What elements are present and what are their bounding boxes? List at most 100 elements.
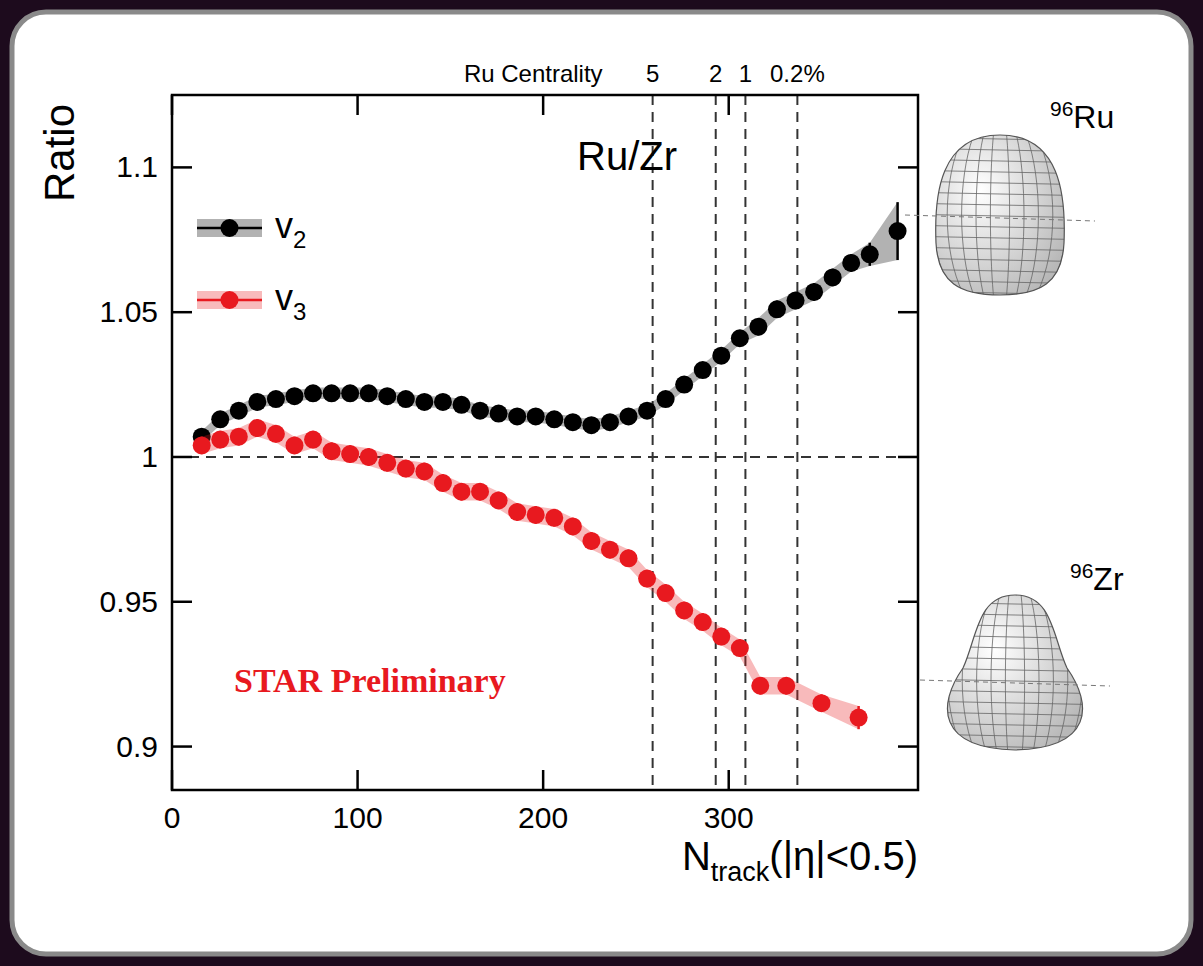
plot-frame	[172, 95, 918, 790]
nucleus-outline	[936, 135, 1065, 295]
data-point	[285, 387, 303, 405]
y-tick-right	[898, 311, 918, 314]
nucleus-label: 96Zr	[1070, 559, 1124, 597]
y-tick-right	[898, 601, 918, 604]
data-point	[267, 425, 285, 443]
x-tick	[356, 770, 359, 790]
annotation: STAR Preliminary	[234, 662, 506, 699]
data-point	[638, 402, 656, 420]
text-sup: 96	[1070, 559, 1093, 582]
data-point	[471, 483, 489, 501]
grid-parallel	[900, 247, 1100, 251]
grid-parallel	[915, 767, 1115, 771]
data-point	[694, 361, 712, 379]
data-point	[675, 601, 693, 619]
nucleus-shape	[915, 570, 1115, 790]
data-point	[675, 376, 693, 394]
legend-label: v2	[275, 205, 306, 253]
text-sub: 2	[293, 226, 306, 253]
data-point	[638, 570, 656, 588]
annotation: Ru/Zr	[577, 134, 677, 178]
y-tick	[172, 311, 192, 314]
data-group	[193, 202, 907, 729]
data-point	[267, 390, 285, 408]
text-sub: 3	[293, 298, 306, 325]
grid-meridian	[933, 105, 1067, 325]
nucleus-axis	[905, 215, 1095, 221]
data-point	[620, 407, 638, 425]
data-point	[434, 393, 452, 411]
grid-parallel	[915, 668, 1115, 672]
chart-root: 5210.2%Ru Centrality01002003000.90.9511.…	[0, 0, 1203, 966]
centrality-line	[715, 95, 717, 790]
grid-parallel	[915, 602, 1115, 606]
grid-parallel	[900, 126, 1100, 130]
data-point	[768, 300, 786, 318]
reference-lines	[172, 95, 918, 790]
data-point	[813, 694, 831, 712]
grid-parallel	[915, 745, 1115, 749]
grid-parallel	[915, 635, 1115, 639]
grid-meridian	[962, 570, 1068, 790]
data-point	[415, 393, 433, 411]
y-tick-label: 1	[141, 440, 158, 473]
x-tick-label: 100	[333, 801, 383, 834]
data-point	[397, 390, 415, 408]
data-point	[193, 436, 211, 454]
data-point	[341, 384, 359, 402]
data-point	[490, 491, 508, 509]
x-tick	[727, 770, 730, 790]
y-tick-right	[898, 166, 918, 169]
grid-parallel	[900, 269, 1100, 273]
data-point	[230, 428, 248, 446]
nucleus-shape	[900, 105, 1100, 325]
y-tick	[172, 601, 192, 604]
data-point	[712, 628, 730, 646]
data-point	[285, 436, 303, 454]
x-tick-label: 300	[704, 801, 754, 834]
grid-parallel	[915, 613, 1115, 617]
x-tick-label: 0	[164, 801, 181, 834]
data-point	[787, 292, 805, 310]
data-point	[751, 677, 769, 695]
data-point	[777, 677, 795, 695]
centrality-label: 1	[739, 60, 752, 87]
grid-meridian	[977, 570, 1054, 790]
error-band	[202, 419, 859, 729]
data-point	[304, 431, 322, 449]
grid-meridian	[918, 105, 1081, 325]
grid-parallel	[900, 170, 1100, 174]
grid-meridian	[991, 570, 1039, 790]
data-point	[712, 347, 730, 365]
x-tick-top	[727, 95, 730, 115]
grid-parallel	[915, 701, 1115, 705]
data-point	[508, 407, 526, 425]
grid-parallel	[900, 214, 1100, 218]
nucleus-grid	[900, 105, 1100, 325]
y-tick-right	[898, 745, 918, 748]
data-point	[415, 462, 433, 480]
data-point	[889, 222, 907, 240]
centrality-label: 0.2%	[770, 60, 825, 87]
grid-parallel	[900, 313, 1100, 317]
legend-marker	[221, 219, 239, 237]
grid-parallel	[915, 712, 1115, 716]
data-point	[582, 532, 600, 550]
y-tick	[172, 166, 192, 169]
grid-meridian	[1005, 570, 1024, 790]
data-point	[341, 445, 359, 463]
data-point	[490, 405, 508, 423]
data-point	[452, 483, 470, 501]
data-point	[248, 393, 266, 411]
data-point	[694, 613, 712, 631]
data-point	[657, 390, 675, 408]
text-part: (|η|<0.5)	[769, 834, 918, 878]
data-point	[564, 413, 582, 431]
grid-parallel	[915, 646, 1115, 650]
data-point	[842, 254, 860, 272]
grid-parallel	[900, 181, 1100, 185]
x-axis-title: Ntrack(|η|<0.5)	[682, 834, 918, 887]
grid-parallel	[915, 734, 1115, 738]
x-tick	[171, 770, 174, 790]
grid-parallel	[900, 225, 1100, 229]
